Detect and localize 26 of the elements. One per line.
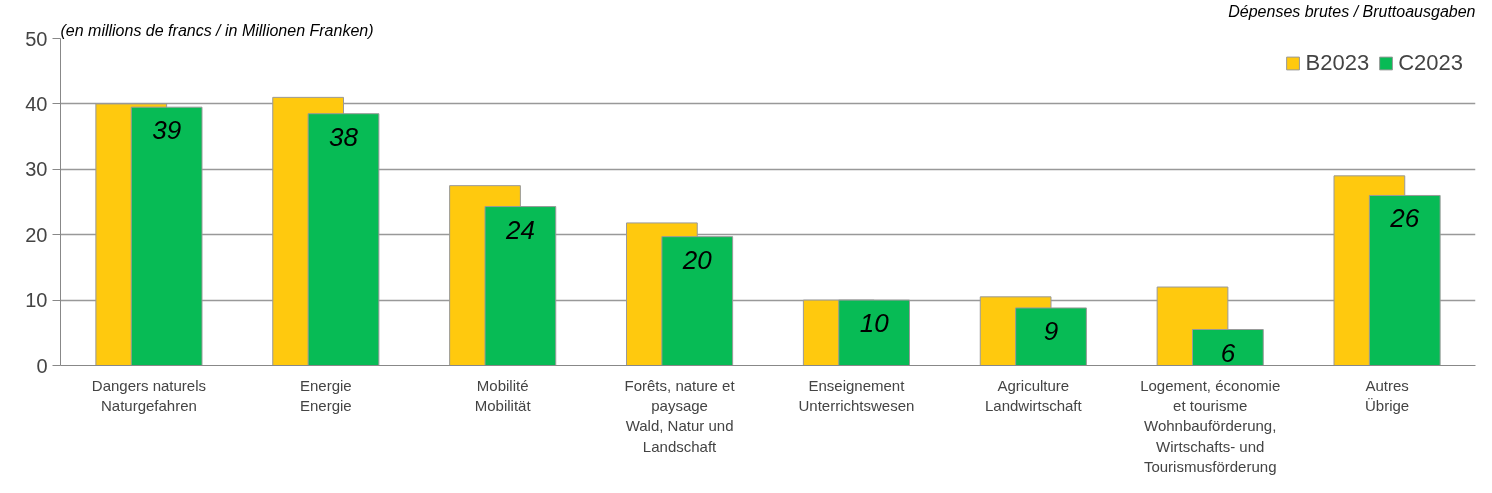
- legend-label: B2023: [1305, 50, 1370, 76]
- data-label: 20: [681, 244, 713, 275]
- data-label: 39: [152, 115, 182, 146]
- y-tick-label: 30: [25, 158, 48, 181]
- y-tick-label: 20: [25, 223, 48, 246]
- x-tick-label: Mobilité Mobilität: [474, 376, 532, 414]
- legend-label: C2023: [1398, 50, 1463, 76]
- data-label: 38: [329, 121, 359, 152]
- y-tick-label: 10: [25, 289, 48, 312]
- data-label: 10: [859, 308, 890, 339]
- y-tick-label: 40: [25, 92, 48, 115]
- x-tick-label: Enseignement Unterrichtswesen: [798, 376, 915, 414]
- x-tick-label: Dangers naturels Naturgefahren: [91, 376, 207, 414]
- data-label: 26: [1389, 203, 1420, 234]
- x-tick-label: Logement, économie et tourisme Wohnbauförderung, Wirtschafts- und Tourismusförderung: [1140, 376, 1281, 476]
- data-label: 9: [1043, 315, 1059, 346]
- x-tick-label: Energie Energie: [299, 376, 352, 414]
- chart-subtitle: (en millions de francs / in Millionen Franken): [60, 21, 374, 39]
- data-label: 6: [1220, 337, 1236, 368]
- chart-title: Dépenses brutes / Bruttoausgaben: [1228, 2, 1476, 20]
- data-label: 24: [504, 214, 535, 245]
- y-tick-label: 0: [36, 354, 48, 377]
- y-tick-label: 50: [25, 27, 48, 50]
- x-tick-label: Agriculture Landwirtschaft: [984, 376, 1083, 414]
- x-tick-label: Forêts, nature et paysage Wald, Natur und Landschaft: [624, 376, 736, 455]
- x-tick-label: Autres Übrige: [1364, 376, 1410, 414]
